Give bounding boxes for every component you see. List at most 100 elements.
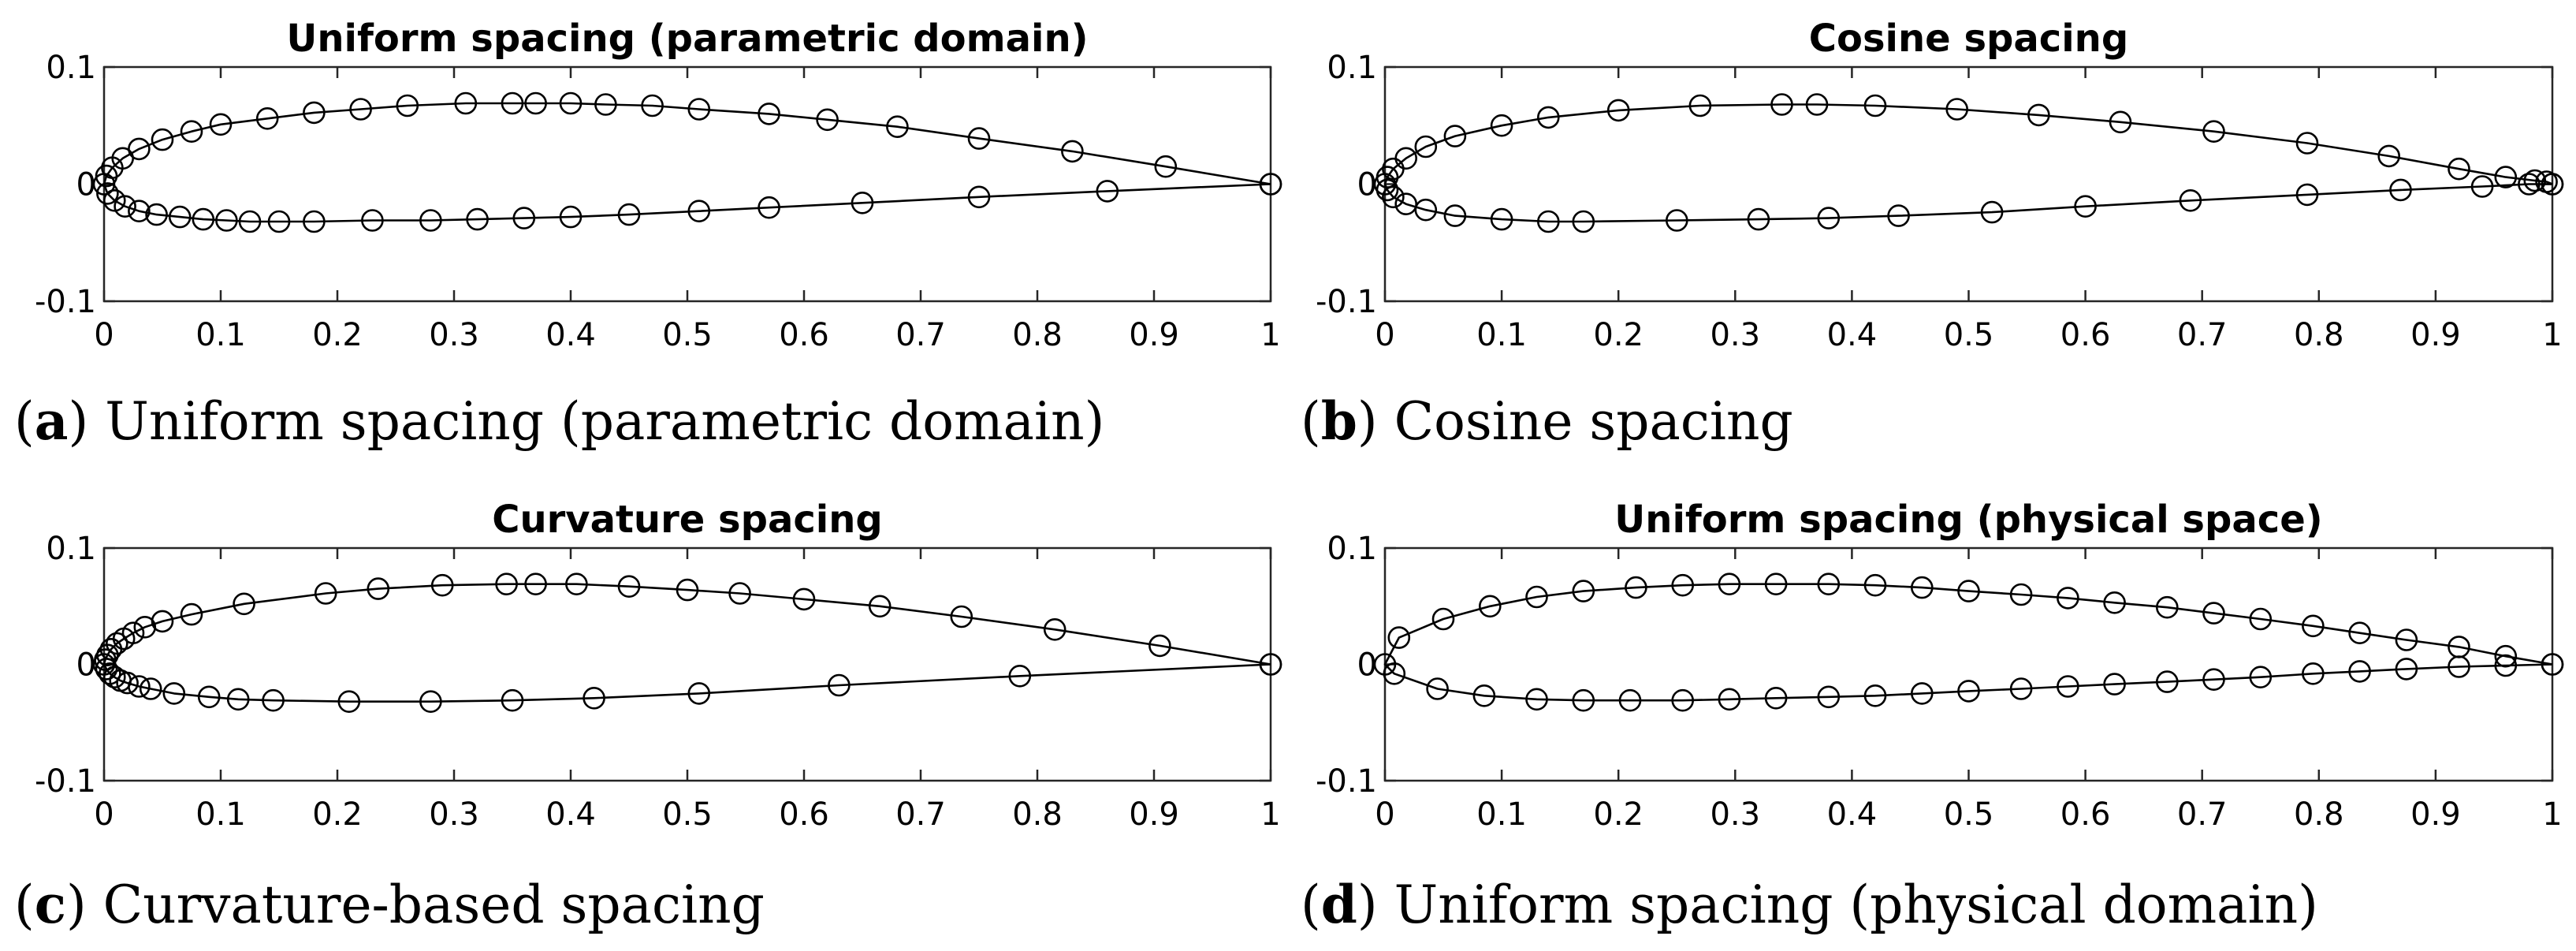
- chart-a-xtick-label: 0.2: [312, 317, 363, 353]
- chart-d-xtick-label: 0: [1375, 796, 1394, 833]
- chart-b-xtick-label: 0.9: [2410, 317, 2461, 353]
- chart-b-data-point: [1490, 114, 1513, 137]
- chart-a-data-point: [454, 91, 478, 115]
- chart-d-data-point: [1479, 595, 1502, 618]
- chart-a-data-point: [1154, 155, 1178, 178]
- chart-d-xtick-label: 0.1: [1476, 796, 1527, 833]
- chart-d-data-point: [1817, 572, 1841, 596]
- chart-c-data-point: [133, 615, 157, 639]
- chart-c-data-point: [565, 572, 588, 596]
- chart-a-xtick-label: 0.7: [895, 317, 946, 353]
- chart-c-data-point: [103, 666, 126, 689]
- chart-c-data-point: [687, 682, 711, 705]
- chart-d-data-point: [2009, 677, 2033, 700]
- chart-b-data-point: [1980, 200, 2004, 224]
- chart-a-xtick-label: 0.3: [429, 317, 479, 353]
- chart-a-data-point: [96, 182, 119, 205]
- chart-b-data-point: [1414, 135, 1438, 158]
- chart-d-data-point: [2494, 654, 2518, 677]
- chart-b-xtick-label: 0: [1375, 317, 1394, 353]
- caption-a-label: a: [34, 390, 69, 452]
- chart-d-data-point: [1764, 572, 1788, 596]
- chart-d-data-point: [1718, 688, 1741, 711]
- chart-b-xtick-label: 0.5: [1944, 317, 1994, 353]
- chart-b-series-line: [1383, 103, 2553, 223]
- chart-d-data-point: [1625, 576, 1647, 599]
- chart-c-data-point: [1043, 617, 1067, 641]
- chart-b-data-point: [1688, 94, 1712, 117]
- chart-c-data-point: [162, 682, 186, 705]
- chart-a-data-point: [512, 207, 536, 229]
- chart-c-xtick-label: 0.4: [545, 796, 596, 833]
- chart-c-data-point: [495, 572, 518, 596]
- chart-d-data-point: [2057, 587, 2079, 610]
- chart-a-data-point: [103, 189, 126, 212]
- chart-a-data-point: [466, 207, 489, 231]
- chart-d-title: Uniform spacing (physical space): [1614, 498, 2322, 542]
- chart-a-data-point: [303, 101, 326, 125]
- chart-a-data-point: [687, 98, 711, 121]
- chart-d-data-point: [2103, 591, 2126, 614]
- chart-d-data-point: [1618, 688, 1642, 712]
- chart-a-data-point: [967, 185, 991, 209]
- chart-c-xtick-label: 0.8: [1012, 796, 1063, 833]
- chart-b-data-point: [1770, 93, 1793, 116]
- chart-a-xtick-label: 0: [94, 317, 114, 353]
- chart-b-data-point: [1747, 207, 1770, 231]
- chart-b-data-point: [1817, 207, 1841, 229]
- chart-d-data-point: [2202, 668, 2225, 692]
- chart-c-data-point: [501, 688, 524, 712]
- chart-c-data-point: [1148, 634, 1171, 658]
- chart-b-data-point: [2523, 169, 2547, 192]
- chart-a-data-point: [758, 103, 780, 125]
- chart-a-data-point: [851, 191, 874, 214]
- chart-c-ytick-label: -0.1: [35, 763, 96, 800]
- chart-a: Uniform spacing (parametric domain) 0 0.1 0…: [35, 17, 1282, 353]
- chart-a-xtick-label: 0.4: [545, 317, 596, 353]
- chart-c-data-point: [524, 572, 547, 596]
- chart-c-data-point: [583, 686, 605, 710]
- chart-d-xtick-label: 0.6: [2060, 796, 2111, 833]
- chart-c-xtick-label: 1: [1260, 796, 1280, 833]
- chart-d-data-point: [1525, 585, 1548, 609]
- chart-d-data-point: [2156, 670, 2179, 693]
- chart-b-data-point: [2074, 195, 2097, 218]
- chart-c-data-point: [828, 673, 851, 697]
- chart-d-data-point: [2103, 673, 2126, 696]
- chart-b-ytick-label: 0.1: [1327, 50, 1377, 86]
- chart-a-data-point: [419, 209, 442, 232]
- chart-d-xtick-label: 0.7: [2177, 796, 2228, 833]
- chart-a-data-point: [1259, 173, 1282, 196]
- chart-c: Curvature spacing 0 0.1 0.2 0.3 0.4 0.5 0.6 0.7 0…: [35, 498, 1282, 833]
- chart-b-xtick-label: 0.6: [2060, 317, 2111, 353]
- chart-a-data-point: [180, 120, 203, 143]
- chart-c-data-point: [314, 582, 337, 605]
- chart-a-series-line: [102, 102, 1271, 223]
- chart-a-data-point: [617, 203, 641, 226]
- chart-d-data-point: [2009, 583, 2033, 606]
- chart-b-data-point: [1606, 99, 1630, 122]
- chart-b-ytick-label: -0.1: [1316, 284, 1377, 320]
- chart-b: Cosine spacing 0 0.1 0.2 0.3 0.4 0.5 0.6 0.7 0.8 0…: [1316, 17, 2564, 353]
- chart-d-data-point: [1911, 682, 1934, 705]
- chart-a-data-point: [145, 203, 168, 226]
- chart-d-data-point: [2348, 621, 2371, 645]
- chart-d-data-point: [1957, 680, 1980, 703]
- chart-b-data-point: [1382, 185, 1405, 209]
- chart-d-data-point: [2541, 653, 2564, 676]
- chart-d-data-point: [2057, 675, 2079, 698]
- chart-b-data-point: [1863, 94, 1887, 117]
- chart-d: Uniform spacing (physical space) 0 0.1 0.2 0…: [1316, 498, 2564, 833]
- chart-d-data-point: [1572, 580, 1595, 602]
- chart-d-data-point: [1911, 576, 1934, 599]
- chart-a-data-point: [255, 107, 279, 130]
- chart-a-data-point: [758, 196, 780, 219]
- caption-d: (d) Uniform spacing (physical domain): [1301, 874, 2318, 935]
- chart-a-xtick-label: 0.6: [779, 317, 829, 353]
- chart-a-data-point: [641, 94, 664, 117]
- chart-a-xtick-label: 0.5: [662, 317, 713, 353]
- caption-d-text: Uniform spacing (physical domain): [1394, 875, 2318, 935]
- chart-a-data-point: [114, 195, 136, 218]
- chart-c-data-point: [139, 677, 162, 700]
